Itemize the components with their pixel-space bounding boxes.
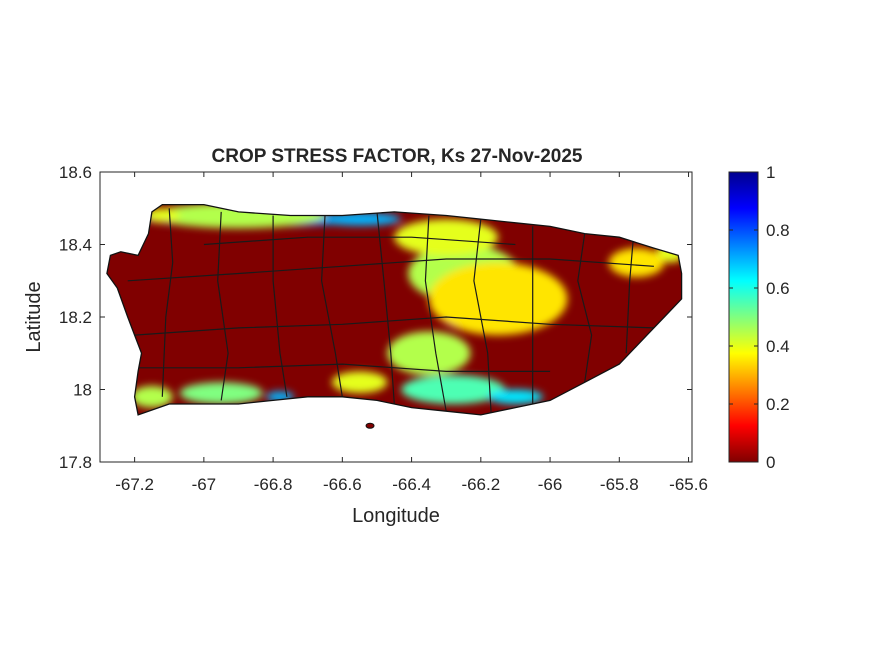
x-tick-label: -67.2 [115, 475, 154, 494]
y-tick-label: 18.2 [59, 308, 92, 327]
stress-region [487, 389, 544, 404]
stress-region [145, 208, 180, 223]
x-tick-label: -65.8 [600, 475, 639, 494]
map-title: CROP STRESS FACTOR, Ks 27-Nov-2025 [212, 146, 583, 167]
municipality-border [134, 316, 654, 336]
island-base [106, 204, 682, 415]
colorbar: 0 0.2 0.4 0.6 0.8 1 [728, 163, 790, 472]
colorbar-tick-label: 0.4 [766, 337, 790, 356]
x-tick-label: -66.4 [392, 475, 431, 494]
municipality-border [424, 215, 447, 412]
stress-region [331, 371, 388, 394]
municipality-border [473, 219, 492, 415]
municipality-border [161, 208, 174, 397]
municipality-border [217, 211, 229, 401]
x-tick-label: -66 [538, 475, 563, 494]
x-tick-label: -66.2 [461, 475, 500, 494]
municipality-border [376, 211, 395, 405]
y-tick-label: 18 [73, 381, 92, 400]
x-axis-label: Longitude [352, 505, 440, 527]
heatmap-layer [106, 203, 683, 429]
islet [365, 422, 375, 429]
x-tick-label: -67 [192, 475, 217, 494]
axis-ticks: -67.2 -67 -66.8 -66.6 -66.4 -66.2 -66 -65.8 -65.… [59, 163, 708, 494]
stress-region [179, 382, 263, 404]
colorbar-tick-label: 0.8 [766, 221, 790, 240]
colorbar-tick-label: 0.6 [766, 279, 790, 298]
stress-region [401, 375, 506, 404]
x-tick-label: -66.8 [254, 475, 293, 494]
colorbar-gradient [728, 171, 759, 463]
municipality-border [272, 215, 288, 397]
colorbar-tick-label: 0 [766, 453, 775, 472]
x-tick-label: -65.6 [669, 475, 708, 494]
stress-region [387, 331, 471, 375]
stress-region [394, 219, 499, 256]
municipality-border [320, 215, 343, 397]
x-tick-label: -66.6 [323, 475, 362, 494]
island-coastline [106, 203, 683, 416]
y-tick-label: 17.8 [59, 453, 92, 472]
y-tick-label: 18.4 [59, 236, 92, 255]
colorbar-tick-label: 1 [766, 163, 775, 182]
municipality-border [625, 240, 634, 354]
municipality-border [138, 363, 551, 372]
y-tick-label: 18.6 [59, 163, 92, 182]
stress-region [608, 248, 665, 278]
colorbar-tick-label: 0.2 [766, 395, 790, 414]
municipality-border [127, 258, 654, 282]
y-axis-label: Latitude [23, 281, 45, 352]
municipality-border [577, 233, 593, 383]
municipality-borders [127, 208, 654, 415]
municipality-border [203, 236, 516, 246]
